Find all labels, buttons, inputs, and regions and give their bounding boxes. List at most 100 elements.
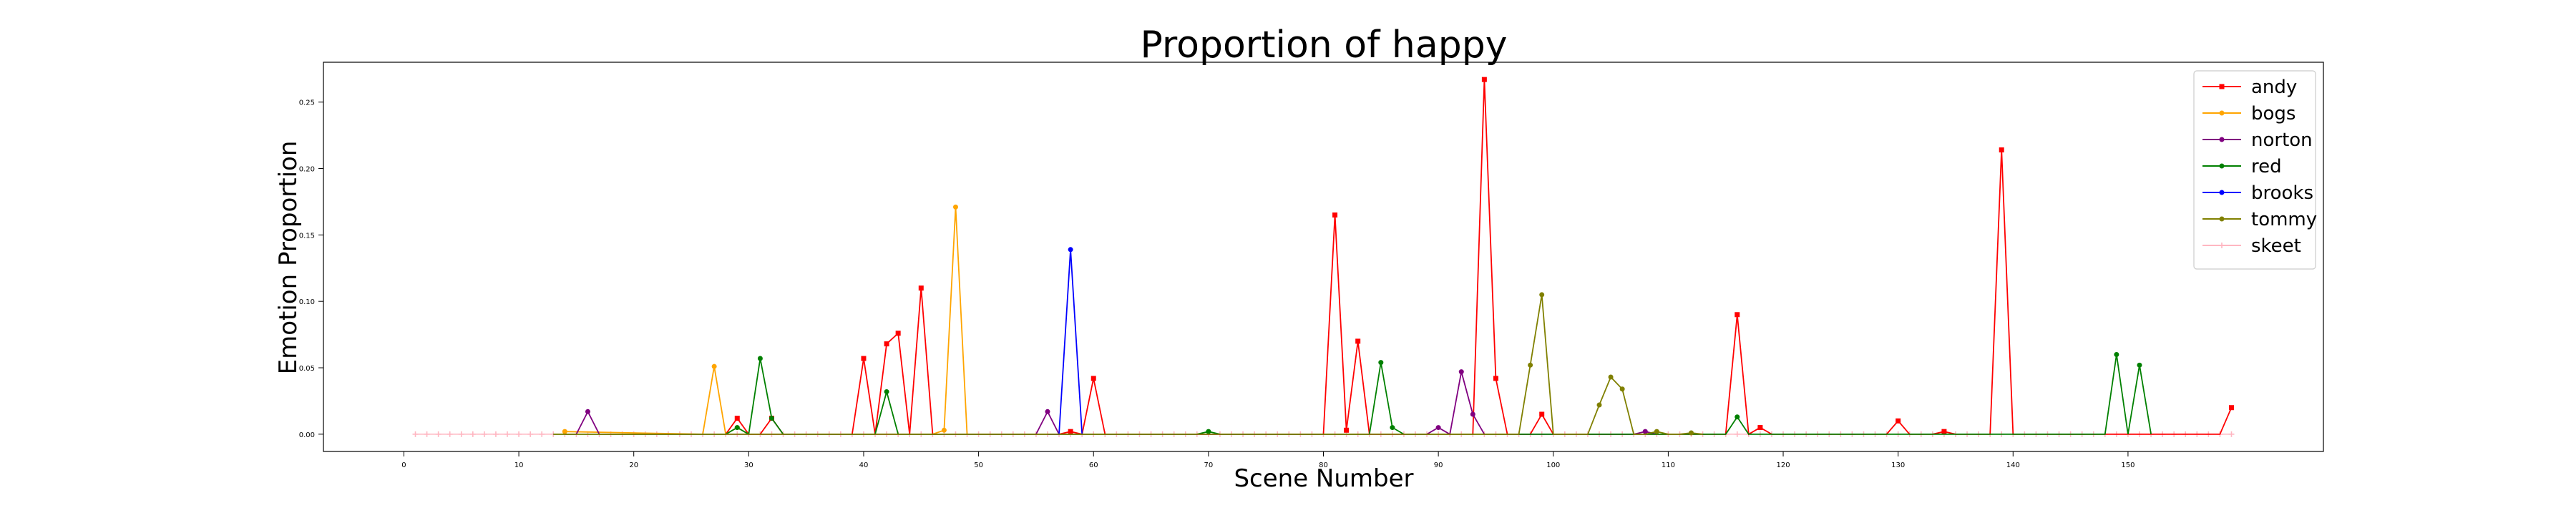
point-andy xyxy=(1068,429,1073,434)
series-line-brooks xyxy=(1048,249,1083,435)
point-tommy xyxy=(1619,386,1625,392)
legend-marker-brooks xyxy=(2219,190,2225,195)
chart-title: Proportion of happy xyxy=(1140,24,1507,67)
series-line-red xyxy=(553,354,2152,436)
y-tick-label: 0.15 xyxy=(299,232,315,240)
point-norton xyxy=(585,409,590,414)
legend-label-brooks: brooks xyxy=(2251,182,2313,204)
x-tick-label: 10 xyxy=(514,461,524,469)
point-skeet xyxy=(435,431,441,437)
y-tick-label: 0.25 xyxy=(299,99,315,107)
x-tick-label: 60 xyxy=(1089,461,1098,469)
legend-label-skeet: skeet xyxy=(2251,235,2301,257)
point-tommy xyxy=(1654,429,1659,434)
point-andy xyxy=(1091,376,1096,381)
point-red xyxy=(769,416,774,421)
legend-label-bogs: bogs xyxy=(2251,103,2296,124)
x-tick-label: 0 xyxy=(401,461,406,469)
point-andy xyxy=(1757,425,1763,431)
point-skeet xyxy=(2228,431,2235,437)
point-andy xyxy=(1344,427,1350,433)
x-tick-label: 140 xyxy=(2006,461,2020,469)
legend-marker-bogs xyxy=(2219,110,2225,116)
point-norton xyxy=(1470,411,1475,417)
point-bogs xyxy=(562,429,567,434)
point-andy xyxy=(1332,212,1338,218)
series-line-norton xyxy=(565,371,1657,436)
point-skeet xyxy=(516,431,522,437)
point-tommy xyxy=(1528,362,1533,368)
point-red xyxy=(2137,362,2142,368)
x-tick-label: 150 xyxy=(2121,461,2135,469)
point-skeet xyxy=(527,431,534,437)
point-tommy xyxy=(1596,402,1602,408)
x-tick-label: 40 xyxy=(859,461,869,469)
series-line-andy xyxy=(725,79,2233,436)
point-andy xyxy=(895,331,901,336)
point-norton xyxy=(1458,369,1464,375)
point-skeet xyxy=(539,431,545,437)
point-skeet xyxy=(481,431,487,437)
y-tick-label: 0.20 xyxy=(299,166,315,174)
y-tick-label: 0.05 xyxy=(299,365,315,373)
point-norton xyxy=(1435,425,1441,431)
point-skeet xyxy=(1734,431,1740,437)
point-andy xyxy=(1941,429,1947,434)
legend-label-norton: norton xyxy=(2251,130,2313,151)
plot-frame xyxy=(323,62,2324,452)
x-tick-label: 110 xyxy=(1662,461,1675,469)
point-skeet xyxy=(492,431,499,437)
point-red xyxy=(1206,429,1211,434)
legend-label-red: red xyxy=(2251,156,2282,177)
point-tommy xyxy=(1689,430,1694,436)
x-tick-label: 30 xyxy=(744,461,753,469)
legend: andy bogs norton red brooks tommy skeet xyxy=(2193,70,2317,270)
point-bogs xyxy=(941,427,947,433)
y-axis-title: Emotion Proportion xyxy=(274,141,303,375)
point-red xyxy=(1378,360,1384,366)
point-skeet xyxy=(447,431,453,437)
point-andy xyxy=(734,416,740,421)
point-skeet xyxy=(504,431,511,437)
y-tick-label: 0.00 xyxy=(299,431,315,439)
point-red xyxy=(884,388,889,394)
x-tick-label: 20 xyxy=(629,461,638,469)
legend-marker-skeet xyxy=(2219,243,2225,248)
x-axis-title: Scene Number xyxy=(1234,464,1413,493)
point-andy xyxy=(1481,77,1487,82)
point-andy xyxy=(861,356,867,361)
x-tick-label: 100 xyxy=(1546,461,1560,469)
point-andy xyxy=(884,341,889,347)
point-red xyxy=(734,425,740,431)
point-red xyxy=(757,356,763,361)
x-tick-label: 120 xyxy=(1776,461,1790,469)
point-tommy xyxy=(1608,374,1614,380)
point-andy xyxy=(1493,376,1498,381)
plot-area: 0 10 20 30 40 50 60 70 80 90 100 110 120 130 140 150 0.0… xyxy=(299,62,2324,469)
x-tick-label: 130 xyxy=(1891,461,1905,469)
x-tick-label: 50 xyxy=(974,461,983,469)
point-andy xyxy=(1896,418,1901,424)
point-norton xyxy=(1045,409,1050,414)
point-red xyxy=(2114,351,2119,357)
legend-marker-norton xyxy=(2219,137,2225,142)
legend-marker-red xyxy=(2219,163,2225,169)
point-andy xyxy=(1999,147,2004,153)
point-bogs xyxy=(952,204,958,210)
point-norton xyxy=(1642,429,1648,434)
x-tick-label: 80 xyxy=(1319,461,1328,469)
legend-marker-andy xyxy=(2219,84,2225,89)
point-skeet xyxy=(424,431,430,437)
y-tick-label: 0.10 xyxy=(299,298,315,306)
legend-label-andy: andy xyxy=(2251,77,2297,98)
series-line-bogs xyxy=(565,207,968,436)
point-skeet xyxy=(458,431,464,437)
point-skeet xyxy=(469,431,476,437)
point-andy xyxy=(1539,411,1545,417)
point-andy xyxy=(1355,338,1361,344)
legend-label-tommy: tommy xyxy=(2251,209,2317,230)
point-skeet xyxy=(412,431,419,437)
point-red xyxy=(1390,425,1395,431)
